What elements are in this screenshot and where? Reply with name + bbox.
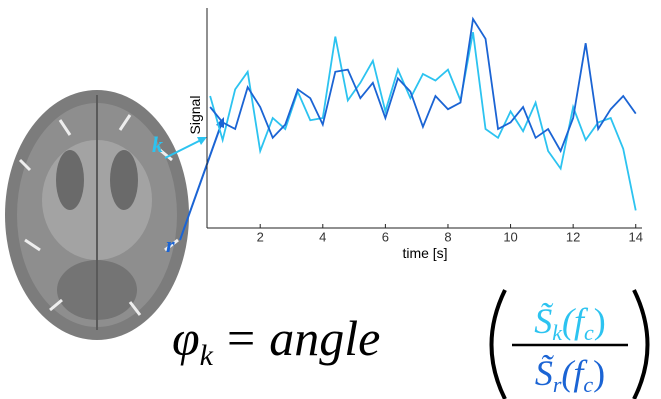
x-tick-label: 8 [444, 229, 451, 244]
subscript: c [584, 320, 594, 345]
x-tick-label: 12 [566, 229, 580, 244]
x-tick-label: 2 [257, 229, 264, 244]
x-tick-label: 4 [319, 229, 326, 244]
numerator: S̃k(fc) [534, 301, 606, 345]
x-tick-label: 14 [629, 229, 643, 244]
symbol: S̃ [534, 301, 554, 341]
page: {"chart_data": {"type": "line", "x_label… [0, 0, 661, 399]
denominator: S̃r(fc) [535, 353, 605, 397]
symbol: S̃ [535, 353, 555, 393]
close: ) [594, 301, 606, 341]
subscript: c [583, 372, 593, 397]
operator: = [227, 310, 255, 366]
series-label: k [152, 132, 163, 157]
x-axis-label: time [s] [402, 245, 447, 261]
y-axis-label: Signal [187, 96, 203, 135]
series-label: r [166, 232, 175, 257]
x-tick-label: 10 [503, 229, 517, 244]
x-tick-label: 6 [382, 229, 389, 244]
close: ) [593, 353, 605, 393]
plot-area: 2 4 6 8 10 12 14 [207, 8, 643, 244]
subscript: k [200, 339, 214, 372]
brain-image [5, 90, 189, 340]
equation-lhs: φk =angle [172, 310, 380, 372]
symbol: φ [172, 310, 200, 366]
function: angle [269, 310, 380, 366]
figure: k r Signal time [s] 2 4 6 8 10 12 14 φk =angle … [0, 0, 661, 399]
series-line [210, 19, 636, 151]
equation: φk =angle S̃k(fc) S̃r(fc) [172, 290, 648, 399]
